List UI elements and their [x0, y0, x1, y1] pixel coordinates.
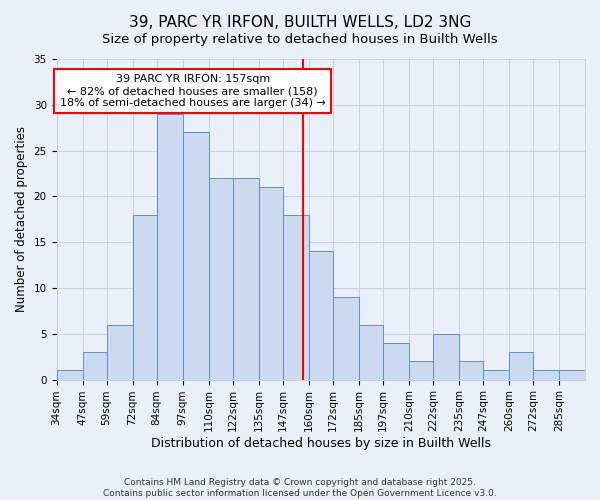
Text: Size of property relative to detached houses in Builth Wells: Size of property relative to detached ho…: [102, 32, 498, 46]
Bar: [259, 187, 283, 380]
Bar: [233, 178, 259, 380]
Bar: [383, 343, 409, 380]
Text: 39 PARC YR IRFON: 157sqm
← 82% of detached houses are smaller (158)
18% of semi-: 39 PARC YR IRFON: 157sqm ← 82% of detach…: [60, 74, 326, 108]
Bar: [209, 178, 233, 380]
Bar: [107, 324, 133, 380]
Bar: [157, 114, 182, 380]
Text: Contains HM Land Registry data © Crown copyright and database right 2025.
Contai: Contains HM Land Registry data © Crown c…: [103, 478, 497, 498]
Text: 39, PARC YR IRFON, BUILTH WELLS, LD2 3NG: 39, PARC YR IRFON, BUILTH WELLS, LD2 3NG: [129, 15, 471, 30]
Bar: [283, 214, 309, 380]
Y-axis label: Number of detached properties: Number of detached properties: [15, 126, 28, 312]
Bar: [56, 370, 83, 380]
Bar: [333, 297, 359, 380]
Bar: [182, 132, 209, 380]
Bar: [359, 324, 383, 380]
Bar: [559, 370, 585, 380]
Bar: [459, 362, 483, 380]
Bar: [133, 214, 157, 380]
Bar: [533, 370, 559, 380]
Bar: [409, 362, 433, 380]
Bar: [509, 352, 533, 380]
Bar: [83, 352, 107, 380]
Bar: [309, 252, 333, 380]
Bar: [483, 370, 509, 380]
X-axis label: Distribution of detached houses by size in Builth Wells: Distribution of detached houses by size …: [151, 437, 491, 450]
Bar: [433, 334, 459, 380]
